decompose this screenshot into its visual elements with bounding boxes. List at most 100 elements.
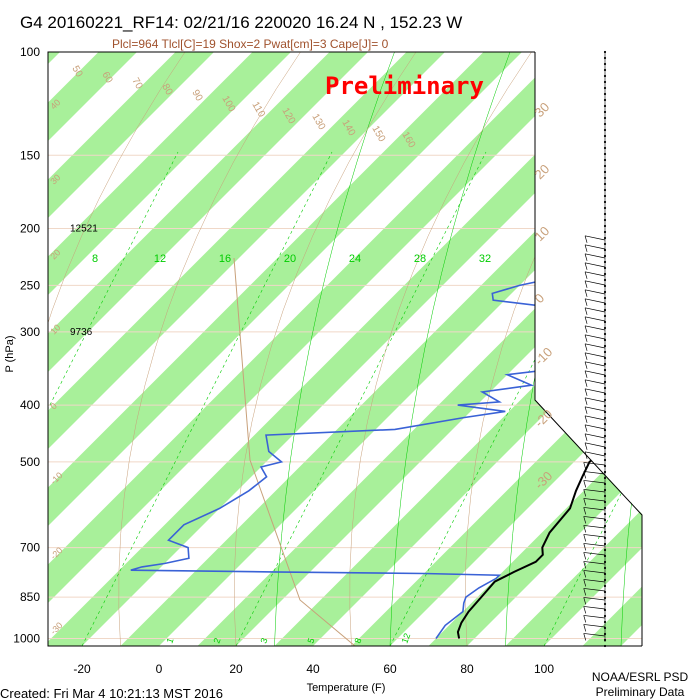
wind-level-dot — [603, 470, 607, 474]
x-tick-label: 60 — [383, 662, 397, 676]
mixing-ratio-lines — [48, 151, 642, 646]
isotherm-label-upper: 70 — [129, 76, 144, 92]
mixing-ratio-line — [81, 151, 333, 646]
y-tick-label: 300 — [20, 325, 40, 339]
wind-barb — [584, 262, 606, 268]
wind-barb-feather — [584, 280, 588, 288]
wind-level-dot — [603, 446, 607, 450]
isotherm-label-left: 0 — [48, 401, 59, 412]
wind-level-dot — [603, 338, 607, 342]
wind-panel-edge — [534, 52, 643, 646]
isotherm-label-upper: 110 — [249, 100, 267, 120]
height-label: 9736 — [70, 327, 93, 338]
wind-level-dot — [603, 62, 607, 66]
wind-level-dot — [603, 236, 607, 240]
wind-barb — [584, 298, 606, 304]
wind-level-dot — [603, 224, 607, 228]
wind-barb-feather — [583, 579, 587, 587]
wind-barb — [584, 352, 606, 358]
temperature-band — [48, 52, 522, 526]
parcel-trace — [233, 257, 356, 646]
wind-level-dot — [603, 146, 607, 150]
wind-level-dot — [603, 182, 607, 186]
wind-barb-feather — [583, 606, 587, 614]
mixing-ratio-label: 32 — [479, 253, 491, 265]
wind-level-dot — [603, 164, 607, 168]
wind-level-dot — [603, 284, 607, 288]
wind-level-dot — [603, 140, 607, 144]
wind-level-dot — [603, 554, 607, 558]
credit-org: NOAA/ESRL PSD — [592, 670, 689, 684]
wind-level-dot — [603, 488, 607, 492]
wind-level-dot — [603, 386, 607, 390]
wind-level-dot — [603, 608, 607, 612]
temperature-band — [48, 52, 445, 449]
temperature-bands — [48, 52, 642, 646]
wind-barb — [583, 588, 606, 592]
wind-barb-feather — [584, 379, 588, 387]
wind-level-dot — [603, 590, 607, 594]
wind-level-dot — [603, 248, 607, 252]
moist-adiabat — [274, 52, 395, 646]
wind-level-dot — [603, 218, 607, 222]
wind-barb — [584, 244, 606, 250]
wind-level-dot — [603, 302, 607, 306]
wind-barb-feather — [584, 388, 588, 396]
wind-level-dot — [603, 440, 607, 444]
wind-barb-feather — [584, 415, 588, 423]
wind-barb — [583, 579, 606, 583]
wind-level-dot — [603, 50, 607, 54]
wind-barb — [584, 334, 606, 340]
wind-level-dot — [603, 632, 607, 636]
y-tick-label: 1000 — [13, 631, 40, 645]
dry-adiabat — [118, 52, 301, 646]
wind-barb — [584, 280, 606, 286]
wind-barb-feather — [583, 507, 587, 515]
wind-level-dot — [603, 380, 607, 384]
wind-level-dot — [603, 320, 607, 324]
x-tick-label: 100 — [534, 662, 554, 676]
mixing-ratio-label: 16 — [219, 253, 231, 265]
wind-barb-feather — [583, 489, 587, 497]
x-tick-label: -20 — [73, 662, 91, 676]
wind-barb-feather — [583, 561, 587, 569]
wind-barb — [584, 325, 606, 331]
temperature-band — [505, 509, 642, 646]
temperature-band — [48, 52, 642, 646]
wind-barb — [584, 343, 606, 349]
wind-barb-feather — [584, 298, 588, 306]
isotherm-label-upper: 90 — [189, 88, 204, 104]
wind-level-dot — [603, 272, 607, 276]
y-tick-label: 400 — [20, 398, 40, 412]
wind-barb — [583, 570, 606, 574]
wind-barb-feather — [584, 334, 588, 342]
wind-level-dot — [603, 134, 607, 138]
mixing-ratio-label: 8 — [92, 253, 98, 265]
wind-level-dot — [603, 158, 607, 162]
wind-level-dot — [603, 104, 607, 108]
wind-barb — [583, 606, 606, 610]
temperature-band — [120, 124, 642, 646]
wind-level-dot — [603, 620, 607, 624]
x-tick-label: 80 — [460, 662, 474, 676]
wind-level-dot — [603, 206, 607, 210]
y-axis-label: P (hPa) — [4, 335, 16, 372]
wind-level-dot — [603, 434, 607, 438]
wind-level-dot — [603, 194, 607, 198]
temperature-band — [48, 52, 60, 64]
wind-barb — [583, 633, 606, 637]
wind-level-dot — [603, 56, 607, 60]
height-label: 12521 — [70, 224, 98, 235]
wind-barb-feather — [583, 534, 587, 542]
wind-level-dot — [603, 494, 607, 498]
wind-level-dot — [603, 230, 607, 234]
wind-level-dot — [603, 92, 607, 96]
mixing-ratio-label-bottom: 5 — [305, 637, 316, 645]
wind-barb-feather — [583, 543, 587, 551]
wind-level-dot — [603, 296, 607, 300]
wind-level-dot — [603, 404, 607, 408]
mixing-ratio-label: 24 — [349, 253, 361, 265]
wind-barb — [583, 507, 606, 511]
wind-barb — [583, 480, 606, 484]
wind-barb-feather — [584, 307, 588, 315]
